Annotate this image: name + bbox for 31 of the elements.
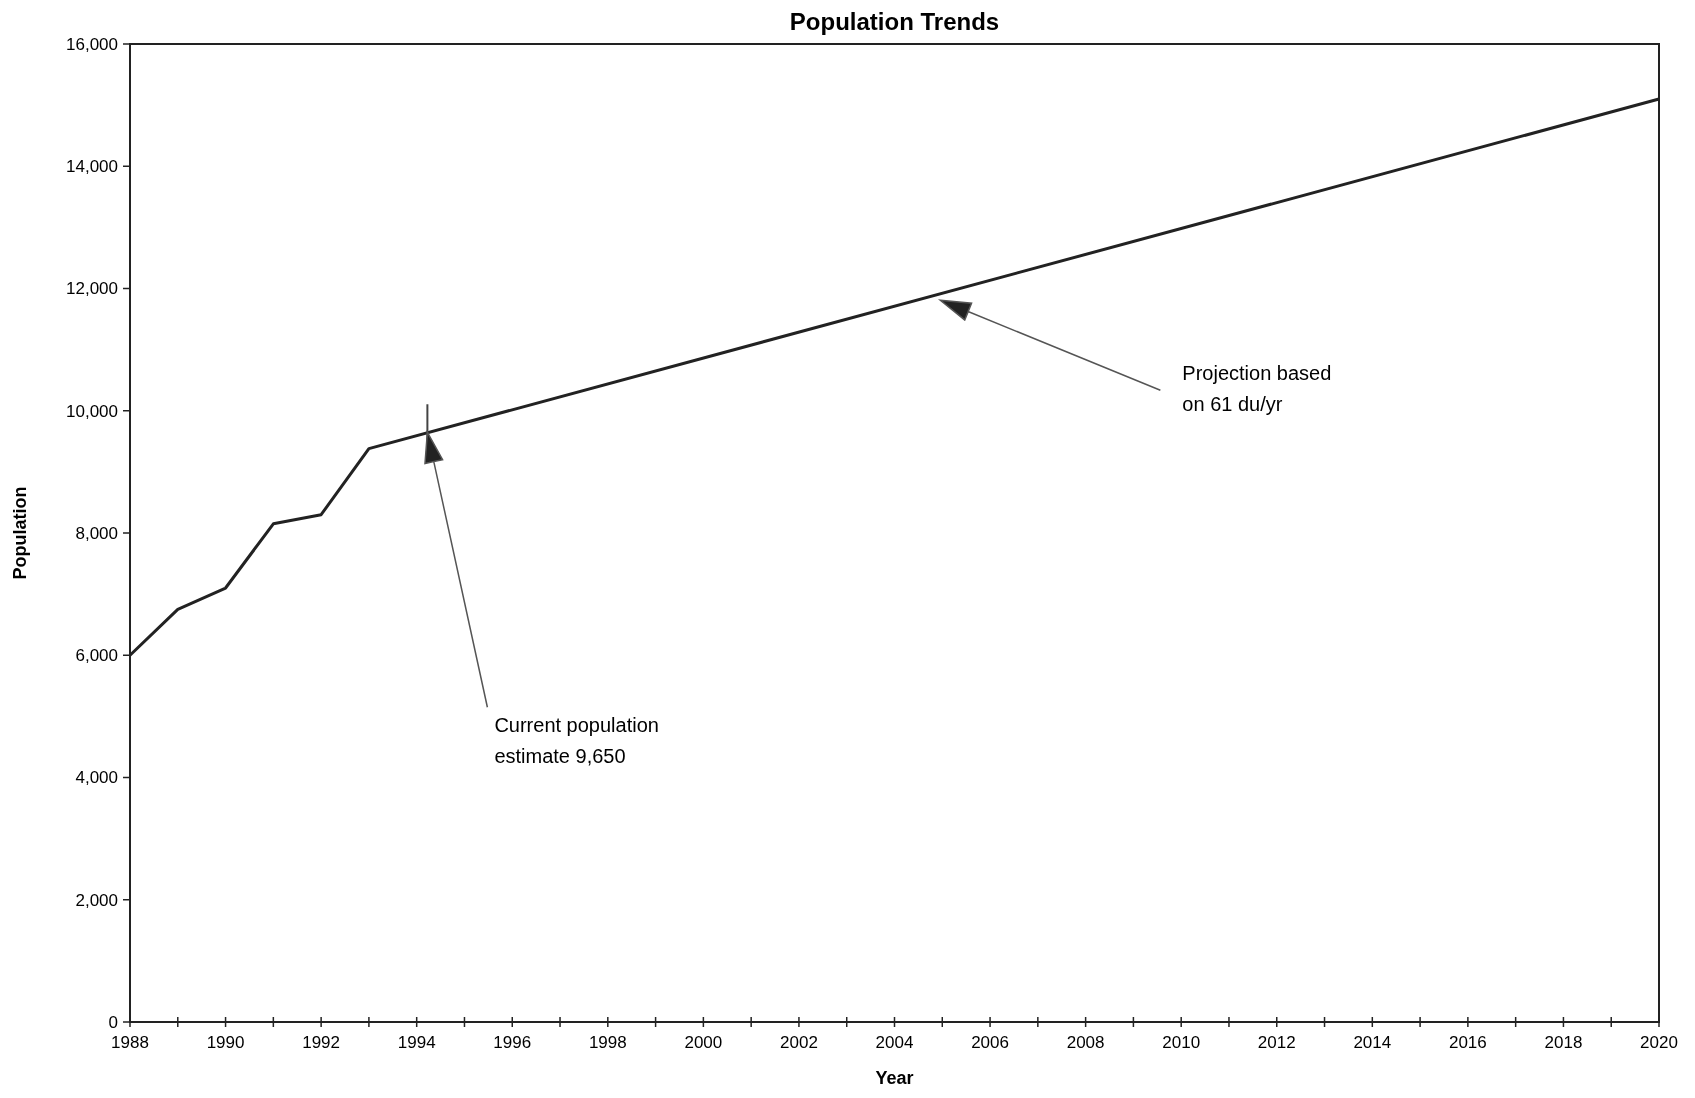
y-tick-label: 0 — [108, 1012, 118, 1032]
x-tick-label: 2006 — [971, 1033, 1009, 1052]
y-tick-label: 16,000 — [66, 34, 118, 54]
x-tick-label: 2010 — [1162, 1033, 1201, 1052]
annotation: Projection based on 61 du/yr — [1182, 362, 1332, 416]
y-axis-title: Population — [10, 486, 30, 580]
x-axis-title: Year — [875, 1068, 914, 1088]
x-tick-label: 1990 — [206, 1033, 245, 1052]
x-tick-label: 2012 — [1257, 1033, 1296, 1052]
x-tick-label: 1996 — [493, 1033, 532, 1052]
y-tick-label: 10,000 — [66, 401, 118, 421]
x-tick-label: 2018 — [1544, 1033, 1583, 1052]
y-tick-label: 14,000 — [66, 157, 118, 177]
x-tick-label: 2020 — [1640, 1033, 1678, 1052]
x-tick-label: 2004 — [875, 1033, 914, 1052]
x-tick-label: 2000 — [684, 1033, 723, 1052]
x-tick-label: 1992 — [302, 1033, 341, 1052]
x-tick-label: 1994 — [397, 1033, 436, 1052]
y-tick-label: 12,000 — [66, 279, 118, 299]
y-tick-label: 4,000 — [75, 768, 118, 788]
chart-title: Population Trends — [789, 8, 1000, 35]
x-tick-label: 1998 — [588, 1033, 627, 1052]
y-tick-label: 8,000 — [75, 523, 118, 543]
x-tick-label: 2008 — [1066, 1033, 1105, 1052]
annotation: Current population estimate 9,650 — [494, 714, 659, 768]
y-tick-label: 6,000 — [75, 646, 118, 666]
x-tick-label: 2002 — [780, 1033, 818, 1052]
x-tick-label: 2014 — [1353, 1033, 1392, 1052]
x-tick-label: 2016 — [1448, 1033, 1487, 1052]
x-tick-label: 1988 — [111, 1033, 149, 1052]
y-tick-label: 2,000 — [75, 890, 118, 910]
